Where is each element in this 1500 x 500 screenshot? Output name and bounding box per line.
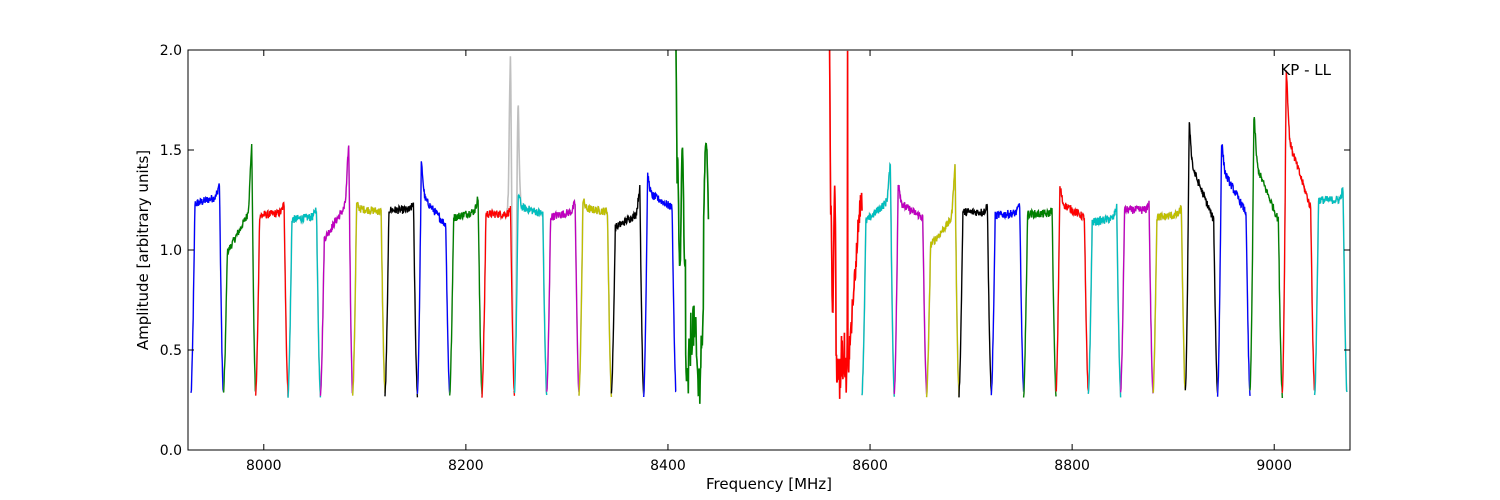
y-tick-label: 2.0 [160, 43, 182, 59]
series-line-31 [1313, 187, 1348, 396]
series-line-4 [319, 145, 353, 396]
series-line-17 [861, 162, 895, 397]
y-tick-label: 0.5 [160, 343, 182, 359]
series-layer [190, 50, 1348, 404]
series-line-9 [481, 205, 516, 398]
series-line-16 [828, 50, 863, 399]
series-line-13 [610, 184, 645, 396]
series-line-6 [384, 202, 419, 398]
series-line-23 [1055, 186, 1089, 392]
series-line-14 [643, 172, 677, 398]
y-tick-label: 0.0 [160, 443, 182, 459]
series-line-21 [990, 203, 1025, 396]
x-tick-label: 8800 [1054, 458, 1090, 474]
series-line-29 [1249, 117, 1283, 399]
series-line-7 [416, 161, 451, 395]
series-line-26 [1152, 204, 1186, 393]
x-tick-label: 8000 [246, 458, 282, 474]
y-tick-label: 1.5 [160, 143, 182, 159]
y-tick-label: 1.0 [160, 243, 182, 259]
series-line-18 [893, 184, 928, 395]
series-line-1 [222, 143, 257, 393]
station-annotation: KP - LL [1280, 61, 1331, 79]
x-tick-label: 8200 [448, 458, 484, 474]
series-line-0 [190, 183, 225, 393]
x-tick-label: 8400 [650, 458, 686, 474]
y-axis-label: Amplitude [arbitrary units] [134, 150, 152, 350]
x-tick-label: 9000 [1256, 458, 1292, 474]
x-axis-label: Frequency [MHz] [706, 475, 832, 493]
series-line-28 [1216, 144, 1251, 397]
series-line-25 [1119, 200, 1154, 394]
series-line-10 [513, 193, 548, 396]
series-line-3 [287, 207, 322, 398]
series-line-11 [546, 199, 580, 393]
series-line-27 [1184, 122, 1219, 394]
series-line-15 [675, 50, 710, 404]
series-line-30 [1281, 70, 1316, 393]
series-line-2 [255, 201, 289, 397]
series-line-24 [1087, 203, 1122, 398]
series-line-5 [352, 201, 386, 396]
series-line-19 [925, 164, 960, 398]
tick-layer: 8000 8200 8400 8600 8800 9000 0.0 0.5 1.0 1.5 2.0 [160, 43, 1350, 474]
series-line-12 [578, 198, 613, 397]
series-line-8 [449, 196, 483, 396]
series-line-20 [958, 203, 992, 398]
x-tick-label: 8600 [852, 458, 888, 474]
series-line-22 [1022, 207, 1057, 398]
